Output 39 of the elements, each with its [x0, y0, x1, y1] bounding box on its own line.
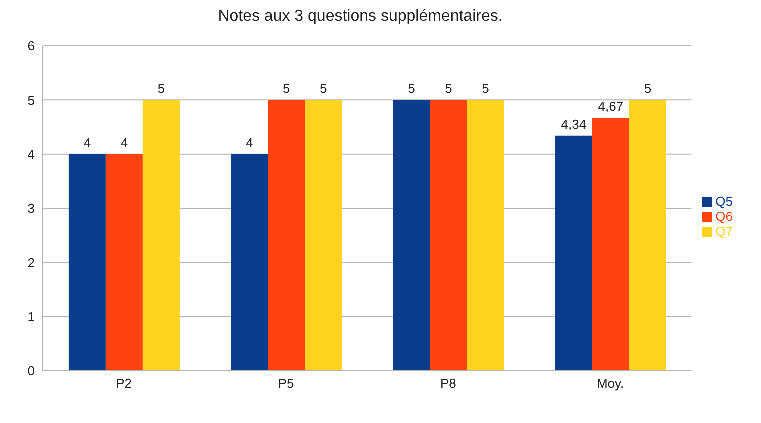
- legend-label: Q7: [716, 224, 733, 238]
- bar: [592, 118, 630, 371]
- y-tick-label: 1: [28, 309, 35, 324]
- y-tick-label: 6: [28, 38, 35, 54]
- data-label: 5: [644, 81, 652, 96]
- data-label: 5: [408, 81, 416, 96]
- data-label: 5: [445, 81, 452, 96]
- data-label: 5: [282, 81, 290, 96]
- chart-title: Notes aux 3 questions supplémentaires.: [217, 8, 504, 26]
- bar: [231, 154, 268, 371]
- bar: [68, 154, 106, 371]
- data-label: 4: [120, 135, 128, 150]
- x-tick-label: P8: [440, 376, 456, 392]
- data-label: 4,67: [598, 99, 624, 114]
- data-label: 4: [246, 135, 254, 150]
- data-label: 4,34: [561, 116, 587, 132]
- bar: [305, 100, 342, 371]
- y-tick-label: 3: [28, 201, 35, 216]
- y-tick-label: 0: [28, 364, 35, 379]
- bar: [430, 100, 468, 371]
- x-tick-label: P5: [278, 376, 294, 392]
- y-tick-label: 5: [28, 92, 35, 108]
- bar: [467, 100, 504, 371]
- y-tick-label: 2: [28, 255, 35, 270]
- y-tick-label: 4: [28, 146, 35, 162]
- bar: [106, 154, 143, 371]
- legend-label: Q6: [716, 208, 733, 224]
- x-tick-label: P2: [116, 376, 132, 392]
- bar: [629, 100, 666, 371]
- bar: [393, 100, 430, 371]
- legend-label: Q5: [716, 194, 733, 208]
- data-label: 5: [320, 81, 328, 96]
- bar: [142, 100, 180, 371]
- bar: [555, 136, 592, 371]
- data-label: 4: [84, 135, 92, 150]
- bar: [268, 100, 306, 371]
- data-label: 5: [158, 81, 166, 96]
- x-tick-label: Moy.: [596, 376, 624, 392]
- data-label: 5: [482, 81, 490, 96]
